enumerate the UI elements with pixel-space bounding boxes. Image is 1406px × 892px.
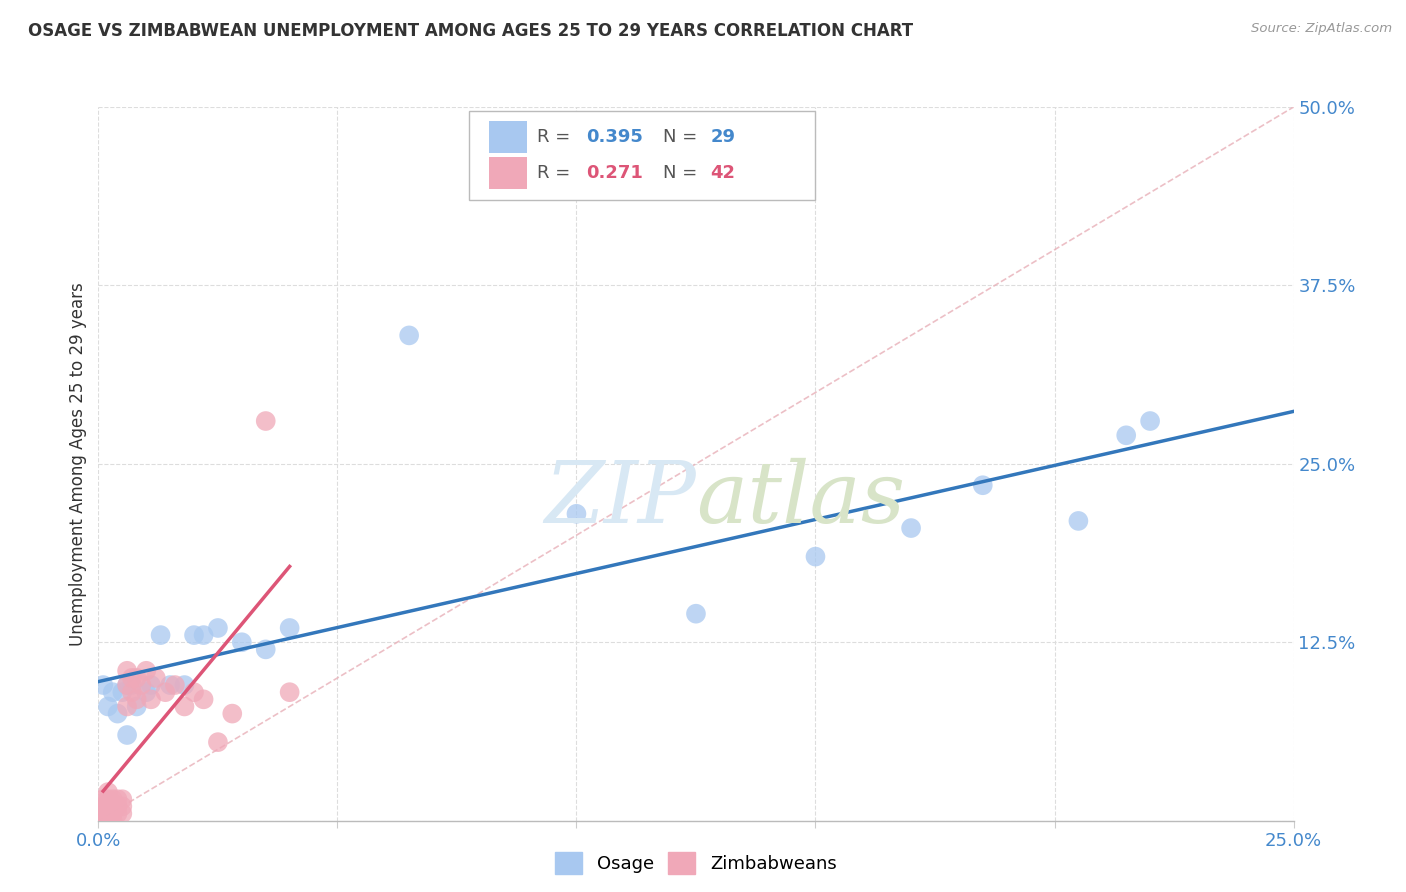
Point bbox=[900, 521, 922, 535]
Point bbox=[111, 806, 134, 821]
Point bbox=[91, 814, 114, 828]
Point bbox=[221, 706, 243, 721]
Point bbox=[101, 799, 124, 814]
Point bbox=[107, 792, 129, 806]
Text: N =: N = bbox=[662, 164, 697, 182]
Point bbox=[685, 607, 707, 621]
Point bbox=[107, 799, 129, 814]
Point bbox=[231, 635, 253, 649]
Point bbox=[107, 806, 129, 821]
Point bbox=[115, 728, 138, 742]
Point bbox=[1139, 414, 1161, 428]
Point bbox=[183, 685, 205, 699]
Point bbox=[125, 699, 148, 714]
Point bbox=[207, 621, 229, 635]
Point bbox=[111, 792, 134, 806]
Point bbox=[278, 621, 301, 635]
Text: OSAGE VS ZIMBABWEAN UNEMPLOYMENT AMONG AGES 25 TO 29 YEARS CORRELATION CHART: OSAGE VS ZIMBABWEAN UNEMPLOYMENT AMONG A… bbox=[28, 22, 914, 40]
Text: 42: 42 bbox=[710, 164, 735, 182]
Point bbox=[972, 478, 994, 492]
Point bbox=[183, 628, 205, 642]
Point bbox=[111, 799, 134, 814]
Point bbox=[97, 785, 120, 799]
Legend: Osage, Zimbabweans: Osage, Zimbabweans bbox=[547, 843, 845, 883]
Point bbox=[111, 685, 134, 699]
Point bbox=[173, 678, 195, 692]
Point bbox=[101, 806, 124, 821]
Point bbox=[125, 692, 148, 706]
Point bbox=[91, 792, 114, 806]
Point bbox=[97, 806, 120, 821]
Point bbox=[107, 706, 129, 721]
Point bbox=[101, 792, 124, 806]
Point bbox=[97, 699, 120, 714]
Point bbox=[135, 685, 157, 699]
Point bbox=[115, 699, 138, 714]
Point bbox=[135, 664, 157, 678]
Y-axis label: Unemployment Among Ages 25 to 29 years: Unemployment Among Ages 25 to 29 years bbox=[69, 282, 87, 646]
Point bbox=[139, 692, 162, 706]
Point bbox=[97, 799, 120, 814]
Text: 29: 29 bbox=[710, 128, 735, 146]
Text: Source: ZipAtlas.com: Source: ZipAtlas.com bbox=[1251, 22, 1392, 36]
Point bbox=[97, 792, 120, 806]
Point bbox=[149, 628, 172, 642]
Point bbox=[121, 671, 143, 685]
Point bbox=[91, 799, 114, 814]
Point bbox=[97, 814, 120, 828]
Point bbox=[91, 802, 114, 816]
Point bbox=[159, 678, 181, 692]
Point bbox=[173, 699, 195, 714]
Point bbox=[193, 628, 215, 642]
Text: N =: N = bbox=[662, 128, 697, 146]
Point bbox=[1067, 514, 1090, 528]
Point bbox=[115, 678, 138, 692]
Text: atlas: atlas bbox=[696, 458, 905, 541]
Point bbox=[804, 549, 827, 564]
Point bbox=[145, 671, 167, 685]
FancyBboxPatch shape bbox=[470, 111, 815, 200]
Point bbox=[115, 678, 138, 692]
Text: R =: R = bbox=[537, 128, 571, 146]
Text: 0.395: 0.395 bbox=[586, 128, 643, 146]
Point bbox=[398, 328, 420, 343]
Point bbox=[1115, 428, 1137, 442]
FancyBboxPatch shape bbox=[489, 157, 527, 189]
Point bbox=[115, 664, 138, 678]
Text: ZIP: ZIP bbox=[544, 458, 696, 541]
Point bbox=[565, 507, 588, 521]
Point bbox=[193, 692, 215, 706]
Point bbox=[163, 678, 186, 692]
Point bbox=[121, 685, 143, 699]
Point bbox=[97, 797, 120, 811]
Text: R =: R = bbox=[537, 164, 571, 182]
Point bbox=[207, 735, 229, 749]
Point bbox=[155, 685, 177, 699]
Point bbox=[121, 678, 143, 692]
Point bbox=[254, 642, 277, 657]
Point bbox=[131, 678, 153, 692]
Point bbox=[278, 685, 301, 699]
FancyBboxPatch shape bbox=[489, 121, 527, 153]
Text: 0.271: 0.271 bbox=[586, 164, 643, 182]
Point bbox=[254, 414, 277, 428]
Point bbox=[101, 685, 124, 699]
Point bbox=[125, 671, 148, 685]
Point bbox=[101, 814, 124, 828]
Point bbox=[91, 678, 114, 692]
Point bbox=[91, 806, 114, 821]
Point bbox=[139, 678, 162, 692]
Point bbox=[101, 797, 124, 811]
